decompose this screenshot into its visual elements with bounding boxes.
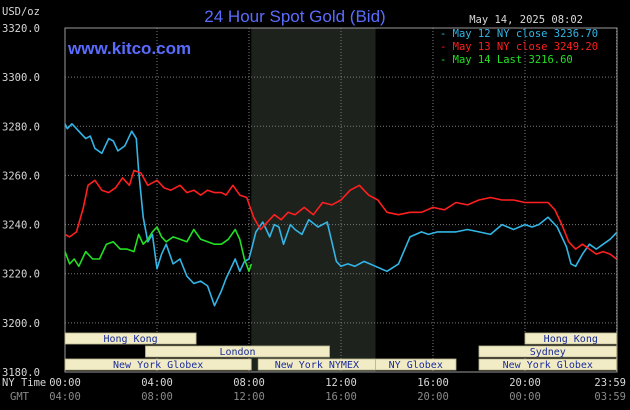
session-label: New York Globex [113, 360, 203, 371]
session-bar [145, 345, 330, 358]
series-line [64, 169, 617, 260]
price-series [64, 123, 618, 307]
legend-entry: - May 12 NY close 3236.70 [440, 28, 598, 40]
x-tick-label-ny: 00:00 [49, 377, 81, 389]
y-tick-label: 3260.0 [2, 170, 40, 182]
x-tick-label-gmt: 04:00 [49, 391, 81, 403]
session-bar [524, 332, 617, 345]
x-tick-label-ny: 08:00 [233, 377, 265, 389]
session-label: Sydney [530, 347, 566, 358]
trading-sessions: Hong Kong London New York Globex New York N… [64, 332, 617, 371]
y-axis-unit-label: USD/oz [2, 6, 40, 18]
date-label: May 14, 2025 08:02 [469, 14, 583, 26]
session-bar [64, 332, 197, 345]
legend-entry: - May 14 Last 3216.60 [440, 54, 573, 66]
x-tick-label-gmt: 20:00 [417, 391, 449, 403]
session-label: New York NYMEX [275, 360, 359, 371]
x-tick-label-gmt: 16:00 [325, 391, 357, 403]
chart-legend: - May 12 NY close 3236.70- May 13 NY clo… [440, 28, 598, 66]
session-bar [64, 358, 252, 371]
x-tick-label-ny: 20:00 [509, 377, 541, 389]
x-tick-label-ny: 04:00 [141, 377, 173, 389]
session-label: New York Globex [503, 360, 593, 371]
plot-border [64, 27, 618, 373]
y-tick-label: 3240.0 [2, 220, 40, 232]
y-tick-label: 3280.0 [2, 121, 40, 133]
x-tick-label-gmt: 03:59 [594, 391, 626, 403]
session-label: NY Globex [389, 360, 443, 371]
session-label: Hong Kong [544, 334, 598, 345]
nymex-shaded-region [251, 28, 376, 372]
session-bar [375, 358, 457, 371]
y-axis-ticks: 3180.0 3200.0 3220.0 3240.0 3260.0 3280.0 3300… [2, 23, 40, 379]
x-axis-ticks: NY Time GMT 00:00 04:00 08:00 12:00 16:00 20:… [2, 377, 626, 403]
session-bar [478, 345, 617, 358]
series-line [64, 226, 253, 273]
x-tick-label-ny: 23:59 [594, 377, 626, 389]
chart-title: 24 Hour Spot Gold (Bid) [204, 7, 385, 26]
y-tick-label: 3180.0 [2, 367, 40, 379]
kitco-watermark: www.kitco.com [67, 39, 191, 58]
gmt-axis-label: GMT [10, 391, 30, 403]
x-tick-label-ny: 16:00 [417, 377, 449, 389]
x-tick-label-gmt: 00:00 [509, 391, 541, 403]
session-label: Hong Kong [103, 334, 157, 345]
session-bar [478, 358, 617, 371]
legend-entry: - May 13 NY close 3249.20 [440, 41, 598, 53]
y-tick-label: 3300.0 [2, 72, 40, 84]
session-label: London [219, 347, 255, 358]
series-line [64, 123, 618, 307]
x-tick-label-gmt: 12:00 [233, 391, 265, 403]
y-tick-label: 3220.0 [2, 269, 40, 281]
y-tick-label: 3320.0 [2, 23, 40, 35]
x-tick-label-gmt: 08:00 [141, 391, 173, 403]
ny-time-axis-label: NY Time [2, 377, 46, 389]
y-tick-label: 3200.0 [2, 318, 40, 330]
x-tick-label-ny: 12:00 [325, 377, 357, 389]
